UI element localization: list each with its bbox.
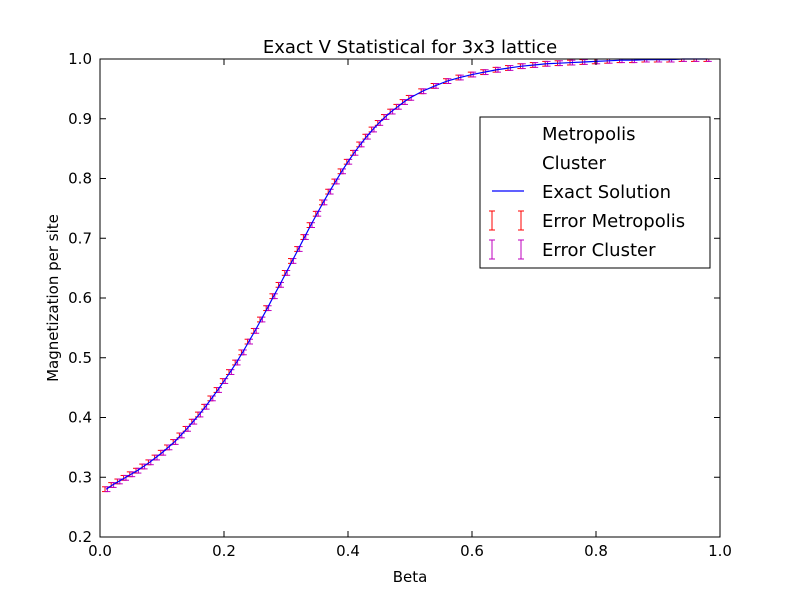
y-tick-label: 0.4 <box>68 409 92 427</box>
y-axis-label: Magnetization per site <box>44 214 62 382</box>
x-tick-label: 0.0 <box>88 542 112 560</box>
plot-frame <box>99 58 721 538</box>
legend-label-error-metropolis: Error Metropolis <box>542 211 685 232</box>
y-tick-label: 0.7 <box>68 229 92 247</box>
chart-title: Exact V Statistical for 3x3 lattice <box>263 37 557 58</box>
exact-solution-line <box>105 58 708 490</box>
y-tick-label: 0.3 <box>68 468 92 486</box>
x-tick-label: 0.4 <box>336 542 360 560</box>
legend-label-cluster: Cluster <box>542 153 606 174</box>
x-tick-label: 0.2 <box>212 542 236 560</box>
y-tick-label: 0.5 <box>68 349 92 367</box>
x-tick-label: 0.6 <box>460 542 484 560</box>
y-tick-label: 1.0 <box>68 50 92 68</box>
legend-swatch-error-cluster <box>489 239 524 260</box>
legend-swatch-error-metropolis <box>489 210 524 231</box>
legend-label-error-cluster: Error Cluster <box>542 240 656 261</box>
y-tick-labels: 0.2 0.3 0.4 0.5 0.6 0.7 0.8 0.9 1.0 <box>68 50 92 546</box>
legend-box <box>479 116 711 269</box>
x-tick-label: 1.0 <box>708 542 732 560</box>
legend-label-exact-solution: Exact Solution <box>542 182 671 203</box>
y-tick-label: 0.9 <box>68 110 92 128</box>
y-tick-label: 0.2 <box>68 528 92 546</box>
axis-ticks <box>99 58 721 538</box>
y-tick-label: 0.6 <box>68 289 92 307</box>
legend-label-metropolis: Metropolis <box>542 124 636 145</box>
x-tick-label: 0.8 <box>584 542 608 560</box>
y-tick-label: 0.8 <box>68 170 92 188</box>
x-tick-labels: 0.0 0.2 0.4 0.6 0.8 1.0 <box>88 542 732 560</box>
errorbars-cluster <box>104 58 712 493</box>
x-axis-label: Beta <box>393 568 428 586</box>
legend: Metropolis Cluster Exact Solution Error … <box>479 116 711 269</box>
